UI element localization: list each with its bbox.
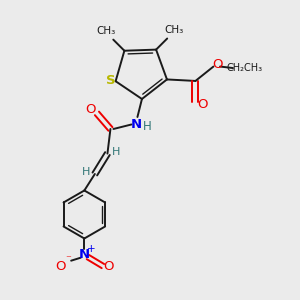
- Text: O: O: [212, 58, 223, 71]
- Text: N: N: [130, 118, 142, 131]
- Text: CH₂CH₃: CH₂CH₃: [227, 63, 263, 73]
- Text: +: +: [87, 244, 96, 254]
- Text: H: H: [143, 120, 152, 134]
- Text: H: H: [82, 167, 91, 177]
- Text: O: O: [104, 260, 114, 273]
- Text: S: S: [106, 74, 116, 87]
- Text: H: H: [112, 147, 121, 157]
- Text: ⁻: ⁻: [65, 254, 71, 265]
- Text: O: O: [56, 260, 66, 273]
- Text: O: O: [197, 98, 207, 111]
- Text: N: N: [79, 248, 90, 261]
- Text: CH₃: CH₃: [97, 26, 116, 36]
- Text: CH₃: CH₃: [164, 25, 184, 35]
- Text: O: O: [85, 103, 96, 116]
